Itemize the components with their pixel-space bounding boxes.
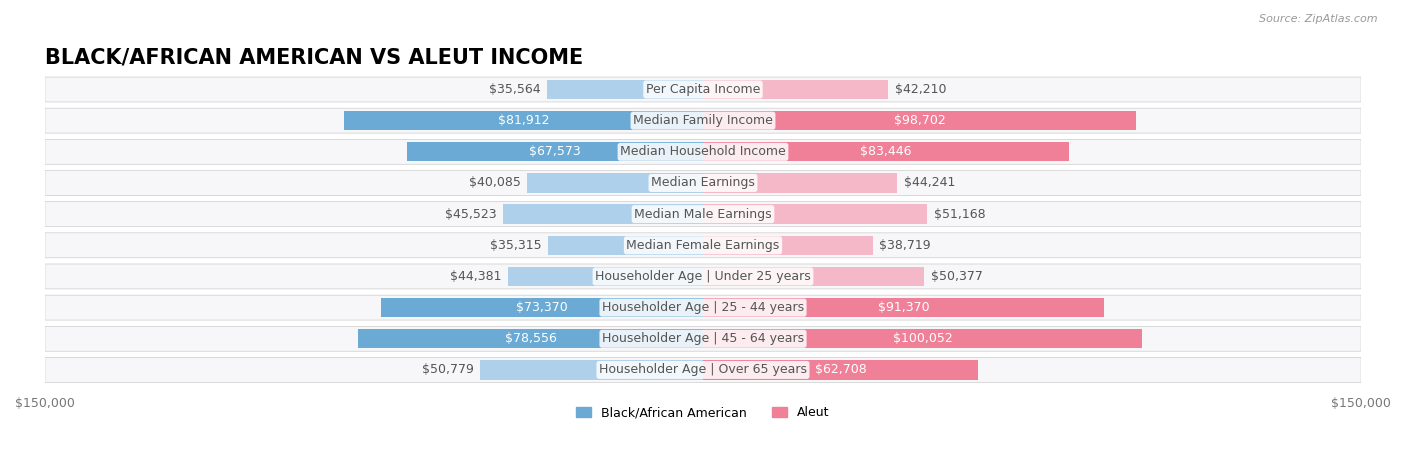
Text: $35,315: $35,315: [489, 239, 541, 252]
Bar: [381, 298, 703, 317]
FancyBboxPatch shape: [45, 139, 1361, 164]
Text: Householder Age | 25 - 44 years: Householder Age | 25 - 44 years: [602, 301, 804, 314]
Text: $83,446: $83,446: [860, 145, 912, 158]
Text: $50,377: $50,377: [931, 270, 983, 283]
Text: $91,370: $91,370: [877, 301, 929, 314]
Text: Householder Age | 45 - 64 years: Householder Age | 45 - 64 years: [602, 333, 804, 345]
Bar: [406, 142, 703, 162]
Text: $51,168: $51,168: [934, 208, 986, 220]
Bar: [548, 236, 703, 255]
FancyBboxPatch shape: [45, 202, 1361, 226]
Text: $100,052: $100,052: [893, 333, 952, 345]
Text: $44,241: $44,241: [904, 177, 955, 190]
Text: Median Family Income: Median Family Income: [633, 114, 773, 127]
Text: $81,912: $81,912: [498, 114, 550, 127]
Bar: [703, 80, 889, 99]
Text: Per Capita Income: Per Capita Income: [645, 83, 761, 96]
Text: $45,523: $45,523: [446, 208, 496, 220]
Bar: [547, 80, 703, 99]
Text: $78,556: $78,556: [505, 333, 557, 345]
Text: $35,564: $35,564: [489, 83, 540, 96]
Bar: [703, 298, 1104, 317]
Text: Householder Age | Under 25 years: Householder Age | Under 25 years: [595, 270, 811, 283]
Bar: [703, 236, 873, 255]
FancyBboxPatch shape: [45, 326, 1361, 351]
Text: Median Male Earnings: Median Male Earnings: [634, 208, 772, 220]
Bar: [509, 267, 703, 286]
FancyBboxPatch shape: [45, 264, 1361, 289]
Text: $42,210: $42,210: [894, 83, 946, 96]
Legend: Black/African American, Aleut: Black/African American, Aleut: [571, 401, 835, 425]
Bar: [527, 173, 703, 193]
Text: Median Earnings: Median Earnings: [651, 177, 755, 190]
FancyBboxPatch shape: [45, 295, 1361, 320]
FancyBboxPatch shape: [45, 170, 1361, 196]
Text: $40,085: $40,085: [468, 177, 520, 190]
Bar: [703, 329, 1142, 348]
Text: BLACK/AFRICAN AMERICAN VS ALEUT INCOME: BLACK/AFRICAN AMERICAN VS ALEUT INCOME: [45, 48, 583, 68]
Bar: [503, 205, 703, 224]
Bar: [481, 360, 703, 380]
Text: $67,573: $67,573: [529, 145, 581, 158]
FancyBboxPatch shape: [45, 108, 1361, 133]
Bar: [703, 267, 924, 286]
Text: Source: ZipAtlas.com: Source: ZipAtlas.com: [1260, 14, 1378, 24]
Text: $50,779: $50,779: [422, 363, 474, 376]
Text: $44,381: $44,381: [450, 270, 502, 283]
FancyBboxPatch shape: [45, 233, 1361, 258]
Text: $38,719: $38,719: [879, 239, 931, 252]
Text: $62,708: $62,708: [814, 363, 866, 376]
Bar: [703, 142, 1069, 162]
Bar: [359, 329, 703, 348]
Text: $98,702: $98,702: [894, 114, 945, 127]
Bar: [343, 111, 703, 130]
Text: Householder Age | Over 65 years: Householder Age | Over 65 years: [599, 363, 807, 376]
Text: Median Household Income: Median Household Income: [620, 145, 786, 158]
Bar: [703, 360, 979, 380]
Text: $73,370: $73,370: [516, 301, 568, 314]
FancyBboxPatch shape: [45, 357, 1361, 382]
Bar: [703, 111, 1136, 130]
Bar: [703, 205, 928, 224]
Text: Median Female Earnings: Median Female Earnings: [627, 239, 779, 252]
Bar: [703, 173, 897, 193]
FancyBboxPatch shape: [45, 77, 1361, 102]
